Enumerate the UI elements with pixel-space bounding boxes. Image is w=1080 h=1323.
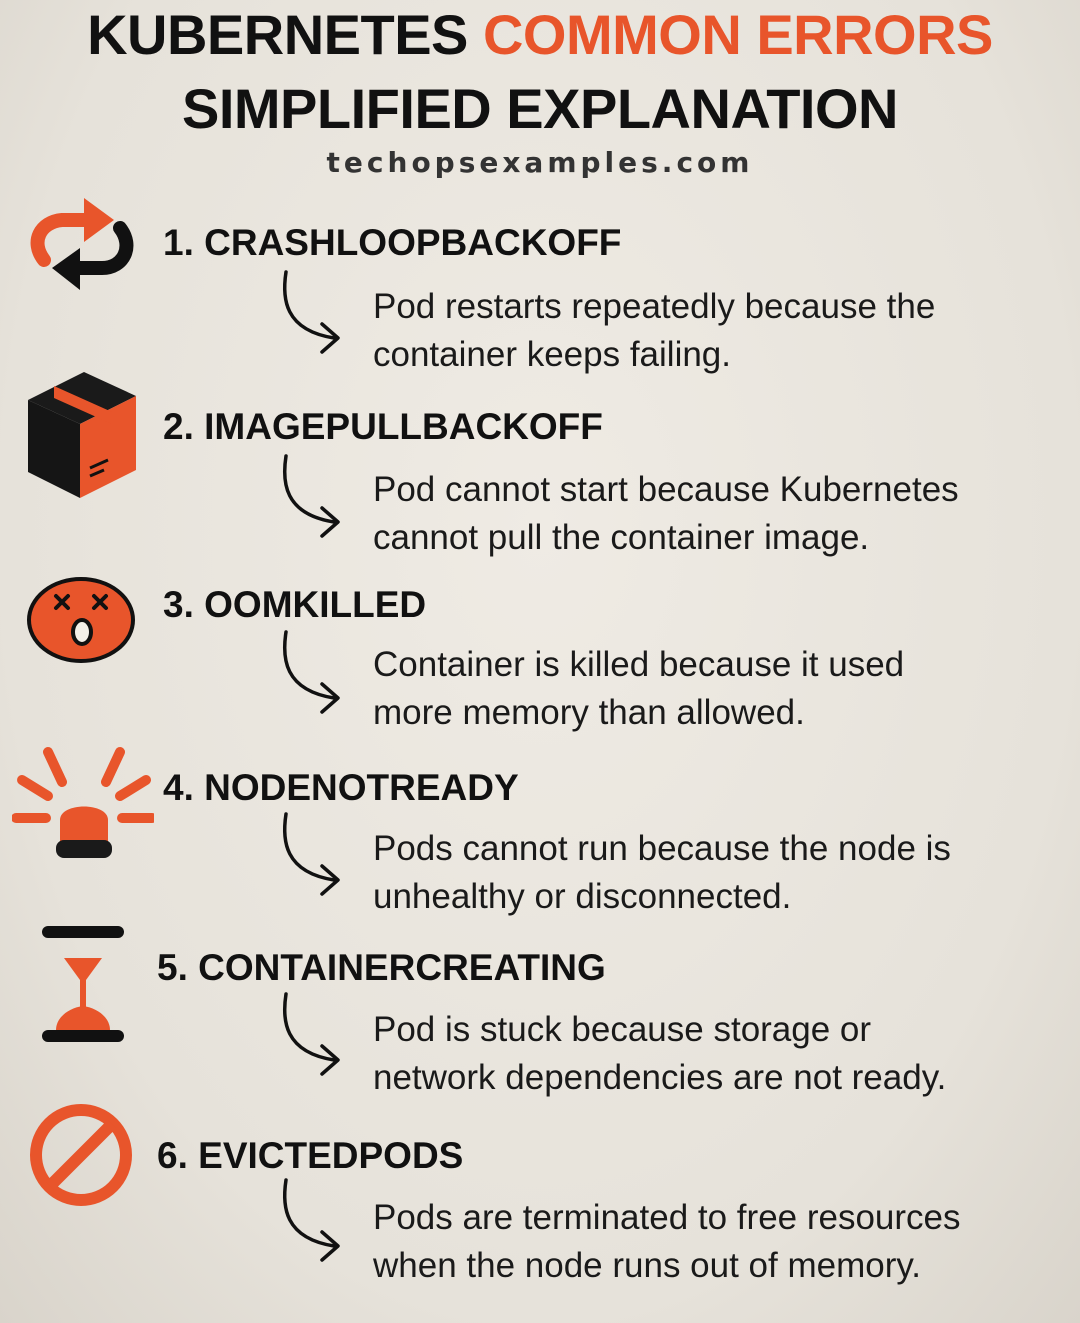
prohibited-icon [30,1104,132,1206]
dead-face-icon [27,577,135,663]
item-title-evictedpods: 6. EVICTEDPODS [157,1135,464,1176]
item-title-oomkilled: 3. OOMKILLED [163,584,427,625]
curved-arrow-icon [282,270,340,354]
item-description: Pod is stuck because storage or network … [373,1010,947,1097]
curved-arrow-icon [282,812,340,896]
item-title-containercreating: 5. CONTAINERCREATING [157,947,606,988]
curved-arrow-icon [282,454,340,538]
curved-arrow-icon [282,992,340,1076]
item-description: Container is killed because it used more… [373,645,905,732]
hourglass-icon [42,926,124,1042]
curved-arrow-icon [282,1178,340,1262]
page-subtitle: SIMPLIFIED EXPLANATION [182,77,899,140]
item-description: Pod restarts repeatedly because the cont… [373,287,936,374]
title-common-errors: COMMON ERRORS [482,3,993,66]
page-title: KUBERNETES COMMON ERRORS [0,2,1080,67]
item-description: Pods cannot run because the node is unhe… [373,829,951,916]
website-label: techopsexamples.com [326,146,754,179]
restart-loop-icon [30,198,134,290]
curved-arrow-icon [282,630,340,714]
item-description: Pods are terminated to free resources wh… [373,1198,961,1285]
alarm-siren-icon [12,747,154,858]
item-title-crashloopbackoff: 1. CRASHLOOPBACKOFF [163,222,622,263]
item-description: Pod cannot start because Kubernetes cann… [373,470,959,557]
title-kubernetes: KUBERNETES [87,3,468,66]
package-box-icon [28,372,136,498]
item-title-nodenotready: 4. NODENOTREADY [163,767,519,808]
item-title-imagepullbackoff: 2. IMAGEPULLBACKOFF [163,406,603,447]
